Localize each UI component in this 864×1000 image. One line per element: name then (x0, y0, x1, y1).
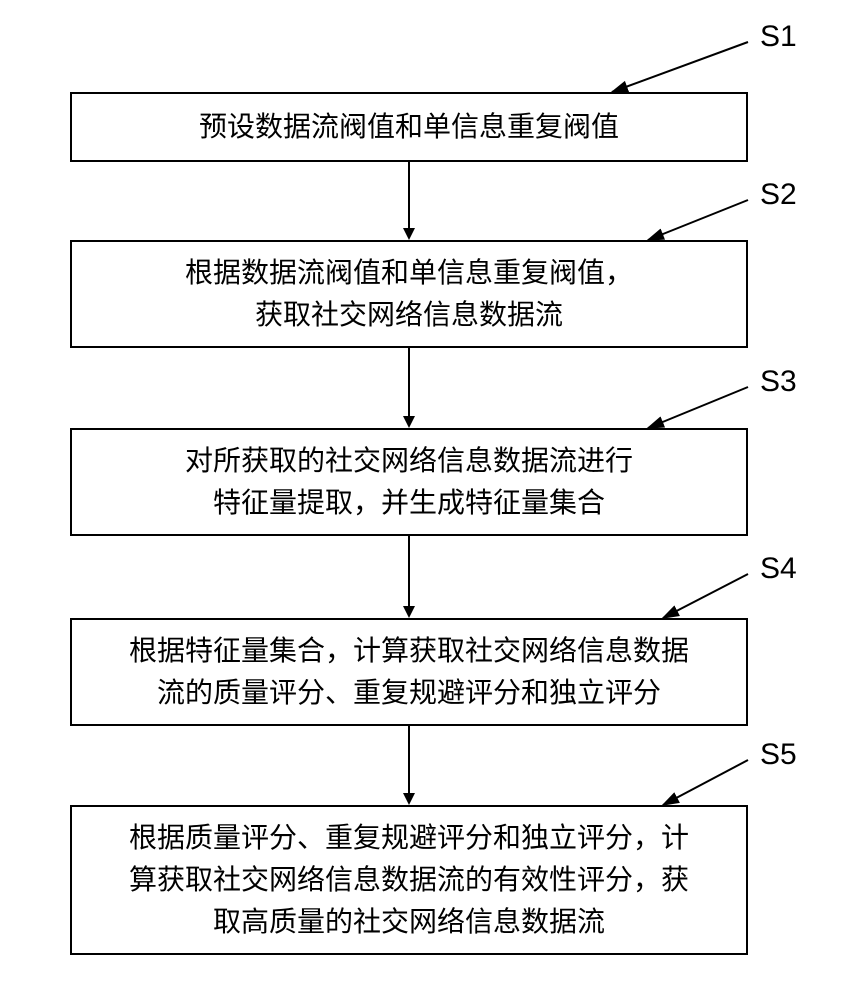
label-arrow-s5 (0, 0, 864, 1000)
flowchart-container: 预设数据流阀值和单信息重复阀值 S1 根据数据流阀值和单信息重复阀值， 获取社交… (0, 0, 864, 1000)
